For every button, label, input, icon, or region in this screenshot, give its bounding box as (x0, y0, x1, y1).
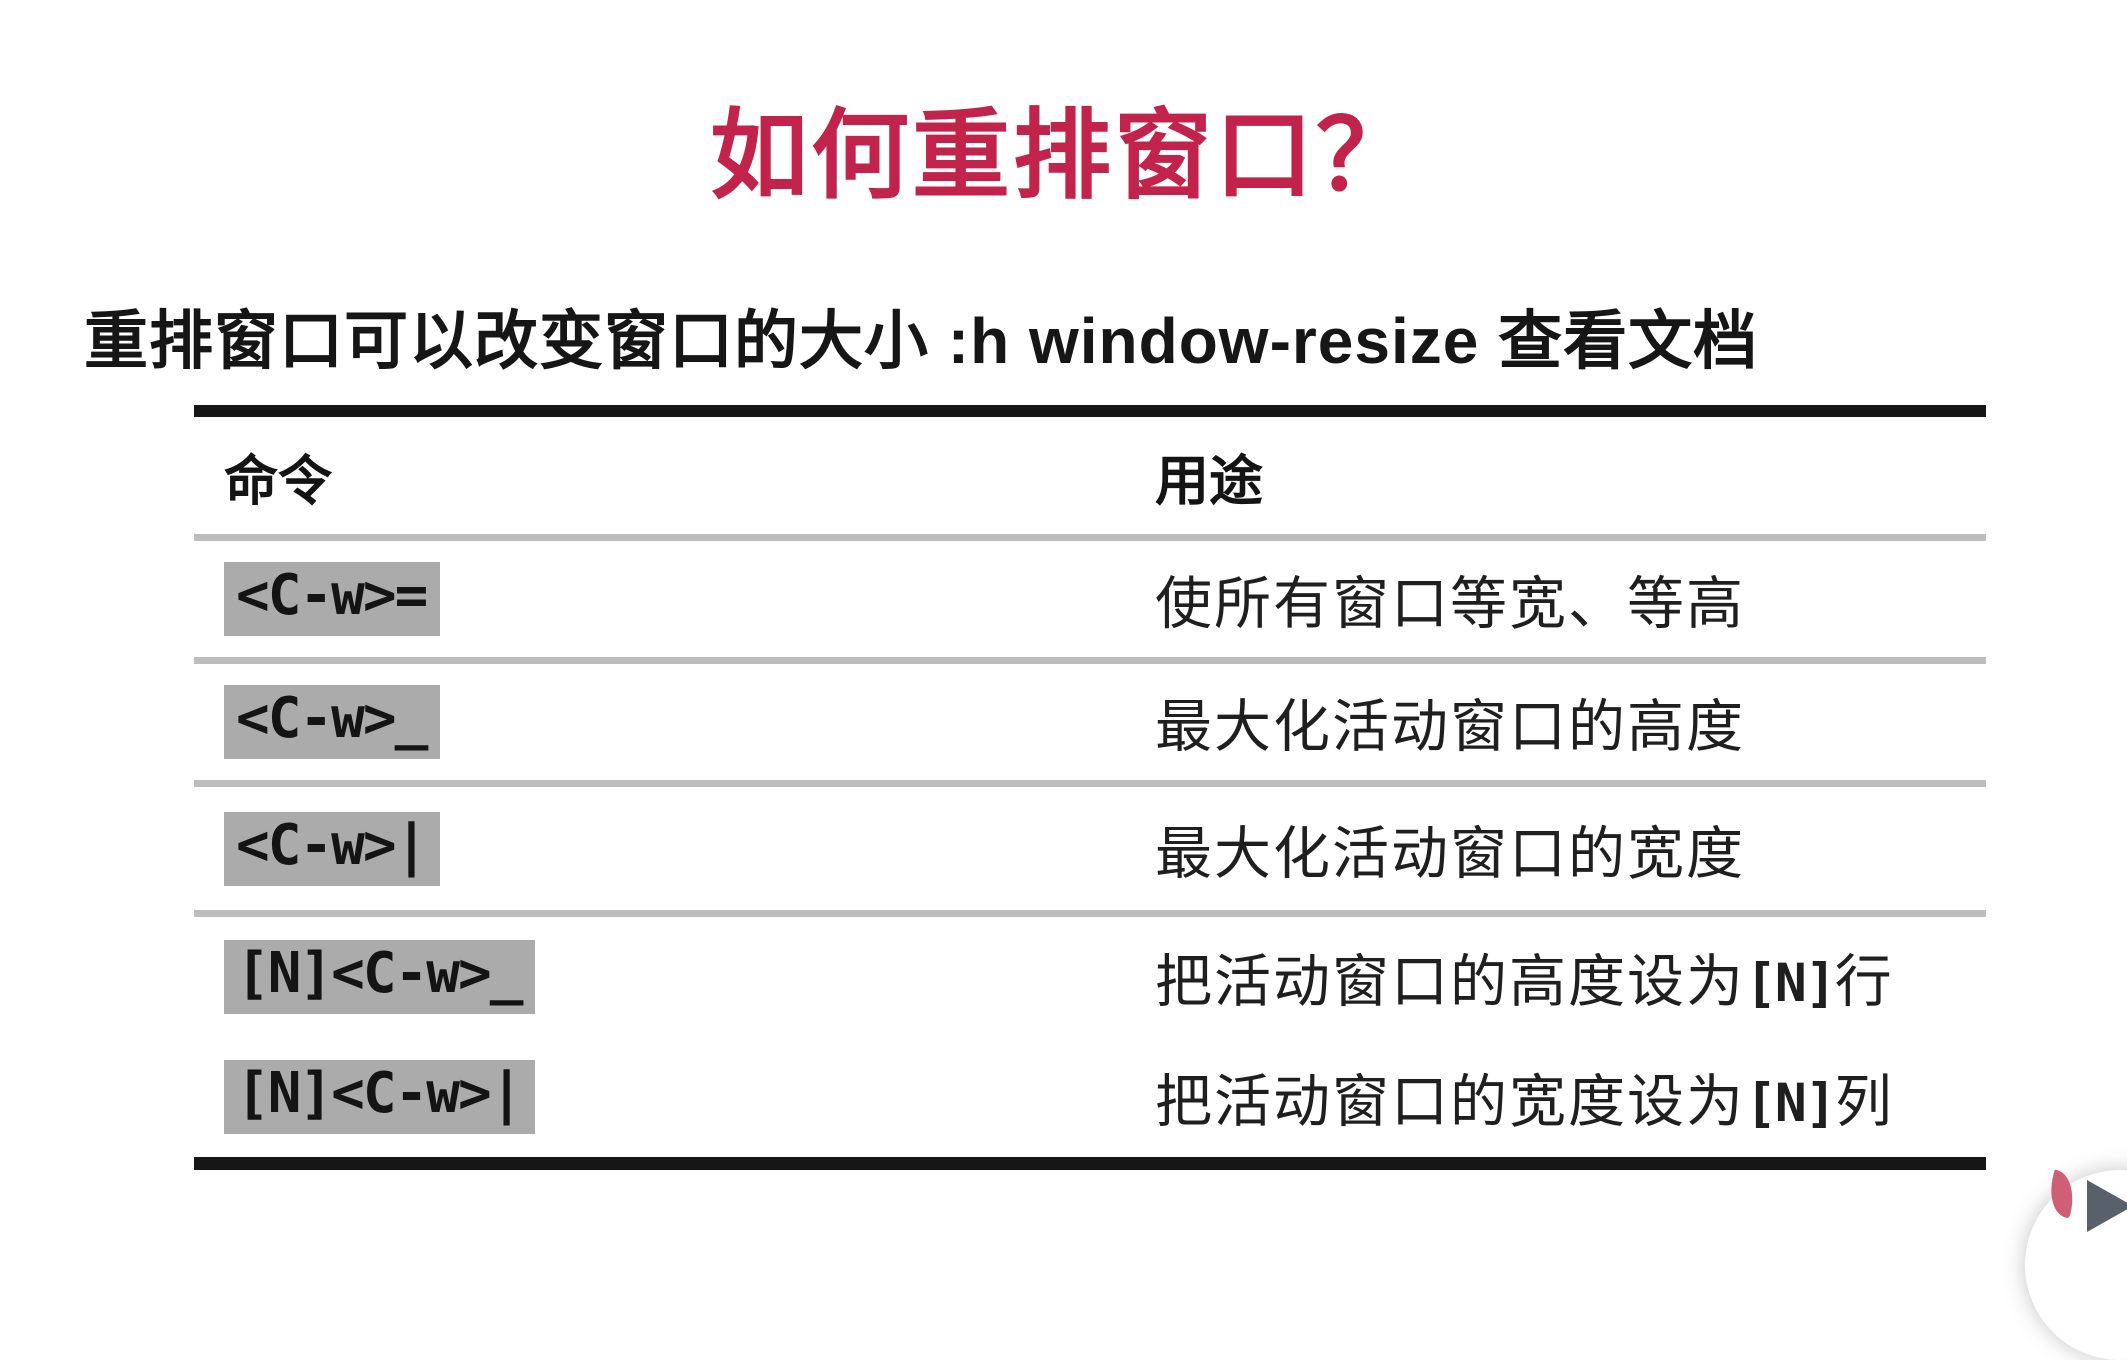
flame-logo-icon (2044, 1169, 2080, 1219)
table-row: <C-w>| 最大化活动窗口的宽度 (194, 787, 1986, 910)
n-placeholder: [N] (1745, 953, 1837, 1014)
slide-page: { "page": { "title": "如何重排窗口？", "subtitl… (84, 100, 2127, 1232)
table-top-border (194, 405, 1986, 417)
n-placeholder: [N] (1745, 1073, 1837, 1134)
command-chip: [N]<C-w>_ (224, 940, 536, 1014)
table-bottom-border (194, 1157, 1986, 1170)
command-chip: <C-w>= (224, 562, 441, 636)
page-subtitle: 重排窗口可以改变窗口的大小 :h window-resize 查看文档 (84, 305, 1759, 377)
purpose-text: 把活动窗口的高度设为[N]行 (1155, 949, 1894, 1015)
purpose-text: 最大化活动窗口的宽度 (1155, 820, 1745, 887)
row-separator (194, 657, 1986, 664)
table-row: <C-w>= 使所有窗口等宽、等高 (194, 541, 1986, 657)
row-separator (194, 910, 1986, 917)
header-purpose: 用途 (1155, 451, 1263, 511)
table-row: <C-w>_ 最大化活动窗口的高度 (194, 664, 1986, 780)
play-icon (2087, 1180, 2127, 1232)
purpose-text: 最大化活动窗口的高度 (1155, 694, 1745, 760)
row-separator (194, 534, 1986, 541)
command-chip: <C-w>_ (224, 685, 441, 759)
table-row: [N]<C-w>_ 把活动窗口的高度设为[N]行 (194, 917, 1986, 1037)
command-chip: <C-w>| (224, 811, 441, 886)
purpose-text: 把活动窗口的宽度设为[N]列 (1155, 1069, 1894, 1135)
table-header-row: 命令 用途 (194, 417, 1986, 534)
row-separator (194, 780, 1986, 787)
play-button[interactable] (2025, 1169, 2127, 1360)
command-table: 命令 用途 <C-w>= 使所有窗口等宽、等高 <C-w>_ 最大化活动窗口的高… (194, 405, 1986, 1170)
purpose-text: 使所有窗口等宽、等高 (1155, 571, 1745, 637)
header-command: 命令 (224, 451, 332, 511)
table-row: [N]<C-w>| 把活动窗口的宽度设为[N]列 (194, 1037, 1986, 1157)
page-title: 如何重排窗口？ (709, 100, 1417, 210)
command-chip: [N]<C-w>| (224, 1060, 536, 1134)
